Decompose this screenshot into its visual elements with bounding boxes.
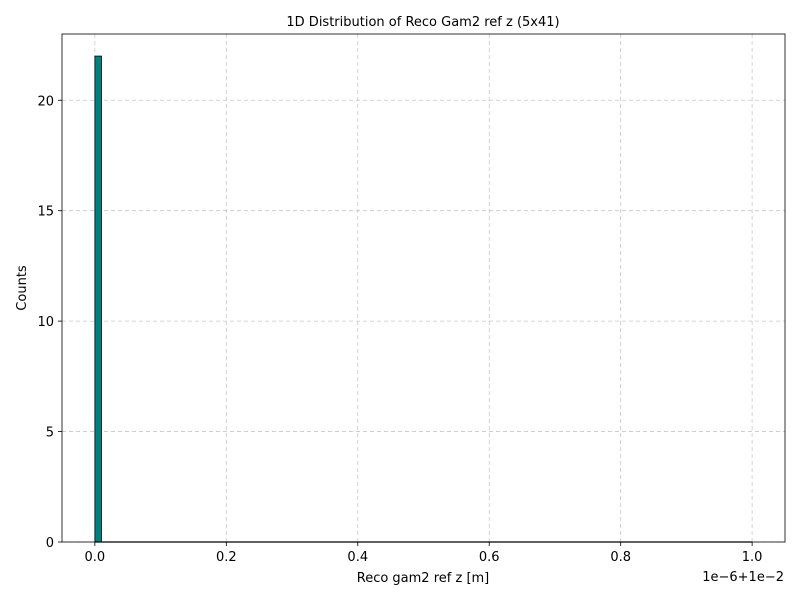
y-tick-label: 15	[37, 205, 54, 220]
histogram-bar	[94, 55, 102, 543]
bars	[94, 55, 753, 543]
x-tick-label: 0.0	[85, 550, 106, 565]
plot-frame	[61, 33, 786, 543]
y-tick-label: 10	[37, 315, 54, 330]
x-axis-label: Reco gam2 ref z [m]	[357, 571, 490, 586]
y-tick-label: 0	[46, 536, 54, 551]
x-axis-offset-label: 1e−6+1e−2	[702, 570, 784, 585]
x-tick-label: 1.0	[742, 550, 763, 565]
y-axis-ticks: 0 5 10 15 20	[37, 94, 62, 551]
grid-lines	[62, 34, 785, 543]
y-axis-label: Counts	[15, 265, 30, 311]
x-tick-label: 0.8	[610, 550, 631, 565]
x-tick-label: 0.6	[479, 550, 500, 565]
chart-title: 1D Distribution of Reco Gam2 ref z (5x41…	[286, 15, 559, 30]
x-tick-label: 0.2	[216, 550, 237, 565]
y-tick-label: 20	[37, 94, 54, 109]
y-tick-label: 5	[46, 426, 54, 441]
x-axis-ticks: 0.0 0.2 0.4 0.6 0.8 1.0	[85, 542, 763, 565]
x-tick-label: 0.4	[347, 550, 368, 565]
